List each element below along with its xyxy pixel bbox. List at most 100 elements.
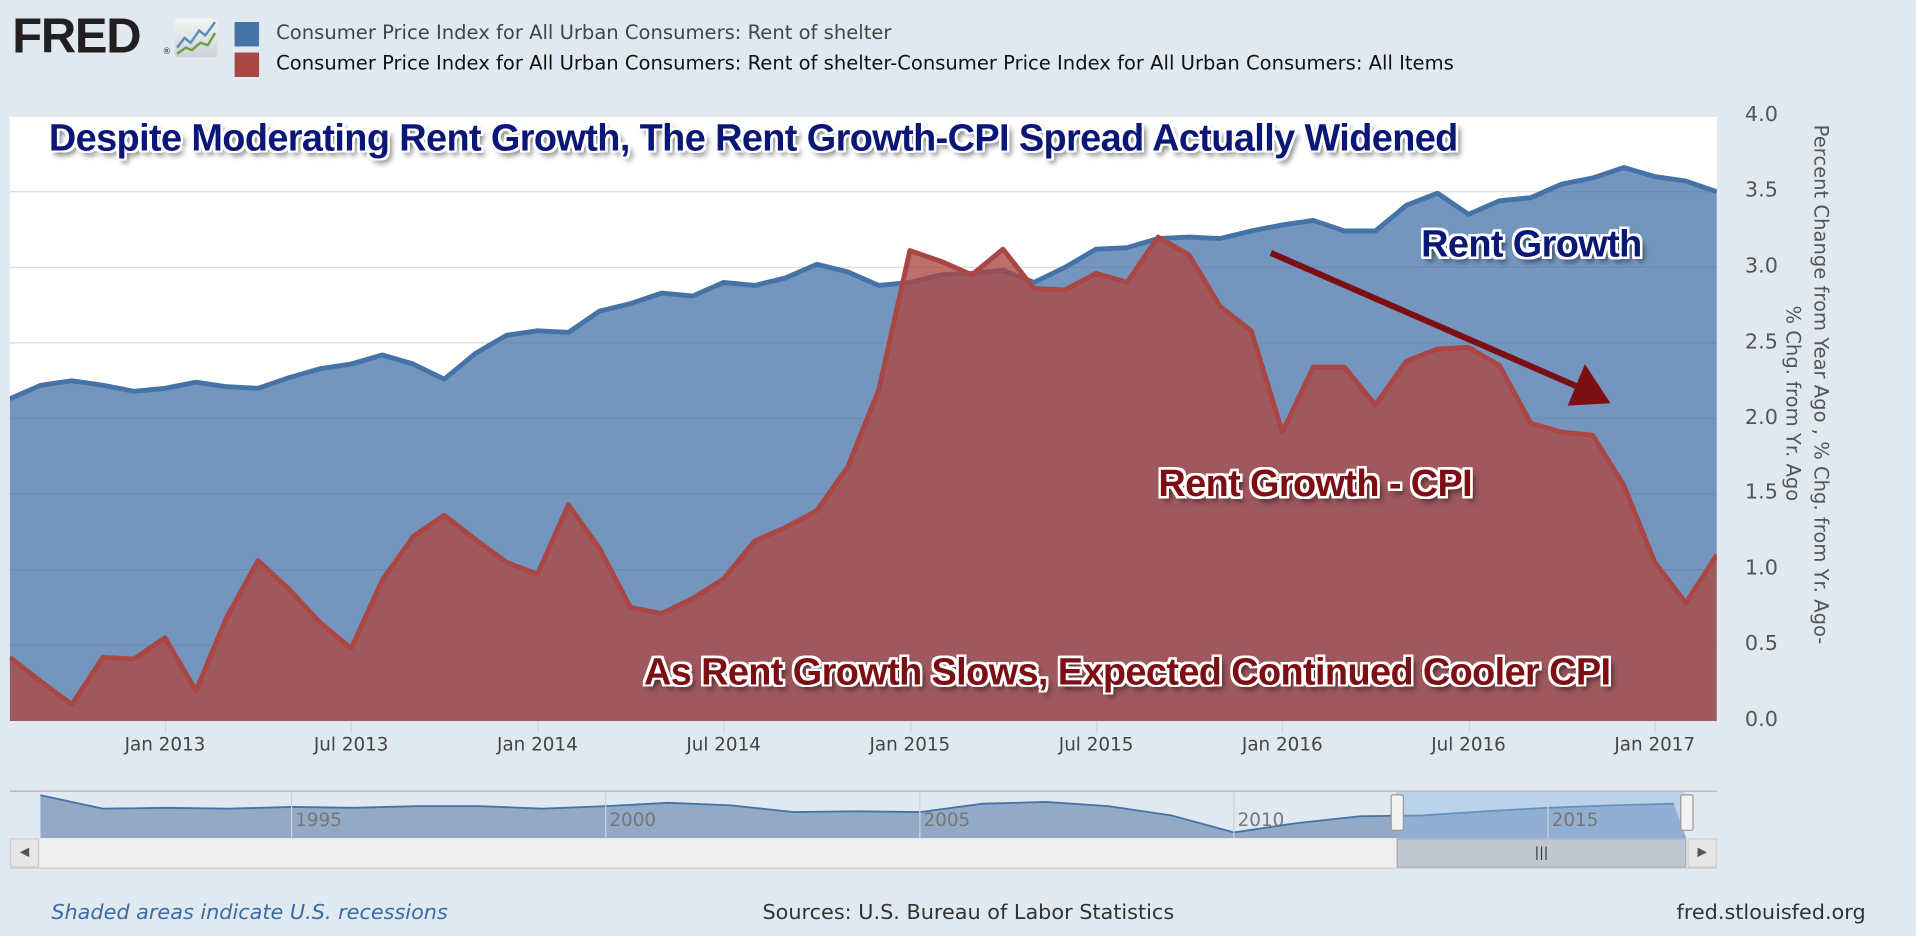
- point-rent-of-shelter[interactable]: [1125, 245, 1130, 250]
- point-rent-of-shelter[interactable]: [38, 383, 43, 388]
- point-rent-minus-cpi[interactable]: [938, 259, 943, 264]
- point-rent-of-shelter[interactable]: [1590, 176, 1595, 181]
- point-rent-minus-cpi[interactable]: [1559, 430, 1564, 435]
- point-rent-of-shelter[interactable]: [1311, 218, 1316, 223]
- point-rent-of-shelter[interactable]: [163, 386, 168, 391]
- point-rent-minus-cpi[interactable]: [1404, 359, 1409, 364]
- point-rent-of-shelter[interactable]: [1373, 229, 1378, 234]
- point-rent-of-shelter[interactable]: [1094, 247, 1099, 252]
- scrollbar-thumb[interactable]: |||: [1396, 838, 1687, 868]
- point-rent-minus-cpi[interactable]: [1466, 345, 1471, 350]
- point-rent-of-shelter[interactable]: [256, 386, 261, 391]
- point-rent-minus-cpi[interactable]: [100, 655, 105, 660]
- point-rent-minus-cpi[interactable]: [1280, 430, 1285, 435]
- point-rent-minus-cpi[interactable]: [1528, 421, 1533, 426]
- point-rent-minus-cpi[interactable]: [318, 620, 323, 625]
- point-rent-of-shelter[interactable]: [225, 384, 230, 389]
- point-rent-of-shelter[interactable]: [380, 353, 385, 358]
- point-rent-of-shelter[interactable]: [690, 294, 695, 299]
- legend-item-rent[interactable]: Consumer Price Index for All Urban Consu…: [276, 20, 892, 44]
- point-rent-minus-cpi[interactable]: [1621, 483, 1626, 488]
- point-rent-minus-cpi[interactable]: [814, 508, 819, 513]
- point-rent-minus-cpi[interactable]: [566, 502, 571, 507]
- point-rent-of-shelter[interactable]: [721, 280, 726, 285]
- point-rent-of-shelter[interactable]: [100, 383, 105, 388]
- point-rent-minus-cpi[interactable]: [349, 646, 354, 651]
- navigator[interactable]: [40, 791, 1687, 839]
- legend-item-spread[interactable]: Consumer Price Index for All Urban Consu…: [276, 51, 1454, 75]
- point-rent-of-shelter[interactable]: [535, 328, 540, 333]
- site-link[interactable]: fred.stlouisfed.org: [1676, 900, 1866, 926]
- point-rent-of-shelter[interactable]: [1621, 165, 1626, 170]
- point-rent-of-shelter[interactable]: [504, 333, 509, 338]
- point-rent-of-shelter[interactable]: [628, 301, 633, 306]
- point-rent-minus-cpi[interactable]: [256, 558, 261, 563]
- point-rent-minus-cpi[interactable]: [131, 657, 136, 662]
- plot-area[interactable]: [9, 116, 1717, 721]
- point-rent-of-shelter[interactable]: [1435, 191, 1440, 196]
- point-rent-minus-cpi[interactable]: [1373, 402, 1378, 407]
- point-rent-minus-cpi[interactable]: [1683, 601, 1688, 606]
- navigator-handle-left[interactable]: [1390, 794, 1405, 831]
- point-rent-of-shelter[interactable]: [1683, 179, 1688, 184]
- fred-logo[interactable]: FRED: [12, 12, 141, 61]
- point-rent-minus-cpi[interactable]: [876, 387, 881, 392]
- point-rent-of-shelter[interactable]: [194, 380, 199, 385]
- point-rent-minus-cpi[interactable]: [628, 605, 633, 610]
- point-rent-minus-cpi[interactable]: [1652, 560, 1657, 565]
- point-rent-minus-cpi[interactable]: [1001, 247, 1006, 252]
- point-rent-minus-cpi[interactable]: [1218, 304, 1223, 309]
- point-rent-of-shelter[interactable]: [1249, 229, 1254, 234]
- point-rent-of-shelter[interactable]: [1652, 174, 1657, 179]
- point-rent-of-shelter[interactable]: [1063, 265, 1068, 270]
- point-rent-of-shelter[interactable]: [318, 366, 323, 371]
- point-rent-of-shelter[interactable]: [473, 351, 478, 356]
- point-rent-of-shelter[interactable]: [752, 283, 757, 288]
- point-rent-of-shelter[interactable]: [411, 362, 416, 367]
- point-rent-of-shelter[interactable]: [1187, 235, 1192, 240]
- point-rent-of-shelter[interactable]: [1466, 212, 1471, 217]
- point-rent-of-shelter[interactable]: [566, 330, 571, 335]
- point-rent-of-shelter[interactable]: [814, 262, 819, 267]
- point-rent-minus-cpi[interactable]: [1590, 433, 1595, 438]
- point-rent-minus-cpi[interactable]: [1311, 365, 1316, 370]
- point-rent-minus-cpi[interactable]: [69, 702, 74, 707]
- point-rent-minus-cpi[interactable]: [1497, 363, 1502, 368]
- point-rent-of-shelter[interactable]: [1528, 195, 1533, 200]
- point-rent-minus-cpi[interactable]: [1094, 271, 1099, 276]
- point-rent-minus-cpi[interactable]: [194, 688, 199, 693]
- point-rent-of-shelter[interactable]: [1404, 203, 1409, 208]
- point-rent-of-shelter[interactable]: [597, 309, 602, 314]
- point-rent-minus-cpi[interactable]: [1187, 253, 1192, 258]
- point-rent-minus-cpi[interactable]: [473, 537, 478, 542]
- point-rent-of-shelter[interactable]: [876, 283, 881, 288]
- point-rent-minus-cpi[interactable]: [907, 248, 912, 253]
- point-rent-of-shelter[interactable]: [783, 275, 788, 280]
- point-rent-of-shelter[interactable]: [131, 389, 136, 394]
- point-rent-minus-cpi[interactable]: [535, 572, 540, 577]
- point-rent-of-shelter[interactable]: [442, 377, 447, 382]
- point-rent-minus-cpi[interactable]: [783, 525, 788, 530]
- point-rent-of-shelter[interactable]: [349, 362, 354, 367]
- point-rent-minus-cpi[interactable]: [1063, 288, 1068, 293]
- point-rent-minus-cpi[interactable]: [969, 272, 974, 277]
- point-rent-of-shelter[interactable]: [1218, 236, 1223, 241]
- point-rent-minus-cpi[interactable]: [380, 578, 385, 583]
- point-rent-of-shelter[interactable]: [69, 378, 74, 383]
- navigator-handle-right[interactable]: [1680, 794, 1694, 831]
- point-rent-minus-cpi[interactable]: [1342, 365, 1347, 370]
- point-rent-of-shelter[interactable]: [659, 291, 664, 296]
- point-rent-minus-cpi[interactable]: [1156, 235, 1161, 240]
- point-rent-of-shelter[interactable]: [1342, 229, 1347, 234]
- point-rent-minus-cpi[interactable]: [504, 560, 509, 565]
- point-rent-minus-cpi[interactable]: [442, 513, 447, 518]
- point-rent-minus-cpi[interactable]: [411, 534, 416, 539]
- point-rent-minus-cpi[interactable]: [721, 576, 726, 581]
- point-rent-minus-cpi[interactable]: [690, 596, 695, 601]
- point-rent-minus-cpi[interactable]: [752, 539, 757, 544]
- scroll-left-arrow-icon[interactable]: ◀: [9, 838, 40, 868]
- navigator-selection[interactable]: [1396, 791, 1685, 839]
- point-rent-minus-cpi[interactable]: [597, 546, 602, 551]
- scroll-right-arrow-icon[interactable]: ▶: [1687, 838, 1717, 868]
- point-rent-minus-cpi[interactable]: [1125, 280, 1130, 285]
